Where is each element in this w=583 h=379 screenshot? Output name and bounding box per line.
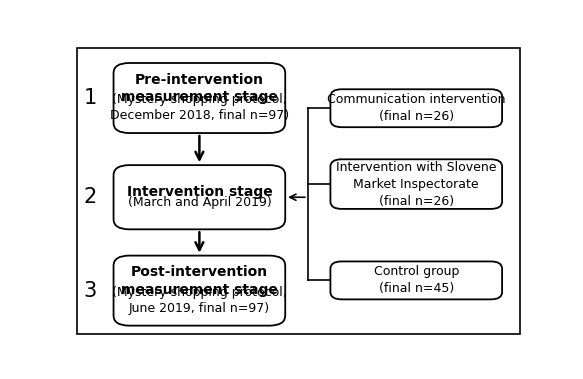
Text: (Mystery shopping protocol,
December 2018, final n=97): (Mystery shopping protocol, December 201… — [110, 93, 289, 122]
Text: Control group
(final n=45): Control group (final n=45) — [374, 265, 459, 295]
FancyBboxPatch shape — [331, 89, 502, 127]
Text: Communication intervention
(final n=26): Communication intervention (final n=26) — [327, 93, 505, 123]
Text: Intervention with Slovene
Market Inspectorate
(final n=26): Intervention with Slovene Market Inspect… — [336, 161, 497, 208]
FancyBboxPatch shape — [114, 165, 285, 229]
FancyBboxPatch shape — [114, 63, 285, 133]
Text: Pre-intervention
measurement stage: Pre-intervention measurement stage — [121, 73, 278, 104]
Text: 2: 2 — [83, 187, 97, 207]
FancyBboxPatch shape — [78, 49, 520, 334]
Text: Post-intervention
measurement stage: Post-intervention measurement stage — [121, 265, 278, 297]
FancyBboxPatch shape — [331, 159, 502, 209]
Text: 1: 1 — [83, 88, 97, 108]
FancyBboxPatch shape — [114, 255, 285, 326]
Text: 3: 3 — [83, 280, 97, 301]
Text: (Mystery shopping protocol,
June 2019, final n=97): (Mystery shopping protocol, June 2019, f… — [112, 286, 287, 315]
Text: (March and April 2019): (March and April 2019) — [128, 196, 271, 209]
Text: Intervention stage: Intervention stage — [127, 185, 272, 199]
FancyBboxPatch shape — [331, 262, 502, 299]
